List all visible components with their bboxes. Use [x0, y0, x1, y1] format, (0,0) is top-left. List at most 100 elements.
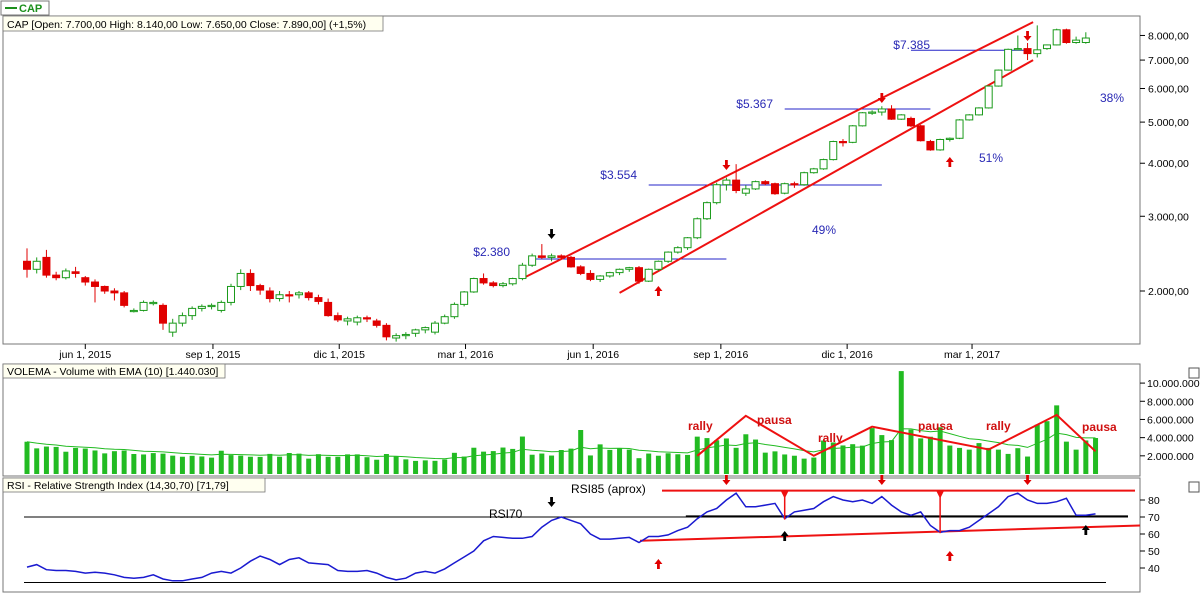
candle-up [664, 251, 673, 262]
candle-down [557, 255, 566, 258]
candle-down [362, 317, 371, 320]
volume-bar [160, 453, 166, 474]
x-tick-label: sep 1, 2016 [693, 349, 748, 361]
rsi-scroll-button[interactable] [1188, 481, 1200, 493]
volume-ema-line [26, 428, 1096, 460]
gain-percent-label: 49% [812, 223, 836, 237]
candle-up [217, 301, 226, 311]
volume-bar [73, 447, 79, 474]
volume-bar [325, 456, 331, 474]
volume-annotation: rally [688, 419, 713, 433]
rsi-y-tick-label: 50 [1148, 546, 1160, 558]
price-y-tick-label: 7.000,00 [1148, 55, 1189, 67]
candle-up [1081, 37, 1090, 44]
candle-up [897, 114, 906, 120]
volume-bar [782, 454, 788, 474]
volume-bar [374, 459, 380, 474]
candle-down [916, 125, 925, 142]
volume-scroll-button[interactable] [1188, 367, 1200, 379]
volume-bar [170, 455, 176, 474]
rsi-header: RSI - Relative Strength Index (14,30,70)… [7, 480, 229, 492]
candle-up [673, 247, 682, 253]
candle-up [751, 181, 760, 190]
volume-header: VOLEMA - Volume with EMA (10) [1.440.030… [7, 366, 218, 378]
volume-bar [908, 429, 914, 474]
volume-bar [685, 454, 691, 474]
candle-up [800, 172, 809, 186]
candle-up [984, 85, 993, 109]
candle-up [1033, 49, 1042, 55]
candle-down [770, 183, 779, 195]
volume-annotation: pausa [1082, 420, 1117, 434]
candle-up [450, 303, 459, 318]
volume-bar [150, 453, 156, 474]
candle-down [566, 256, 575, 268]
candle-down [906, 117, 915, 127]
volume-bar [957, 447, 963, 474]
candle-down [110, 290, 119, 294]
volume-bar [481, 451, 487, 474]
signal-arrow-down-icon [547, 229, 556, 239]
candle-up [149, 301, 158, 305]
legend-item-cap[interactable]: CAP [0, 0, 50, 16]
volume-bar [422, 460, 428, 474]
volume-bar [199, 456, 205, 474]
rsi85-label: RSI85 (aprox) [571, 482, 646, 496]
volume-bar [859, 445, 865, 474]
volume-y-tick-label: 8.000.000 [1147, 396, 1194, 408]
volume-bar [209, 457, 215, 474]
volume-bar [413, 460, 419, 474]
signal-arrow-down-icon [1023, 31, 1032, 41]
candle-up [829, 141, 838, 161]
volume-series: rally pausa rally pausa rally pausa [24, 371, 1117, 474]
candle-up [1004, 48, 1013, 71]
candle-down [838, 141, 847, 144]
signal-arrow-up-icon [654, 286, 663, 296]
candle-up [547, 255, 556, 258]
volume-bar [102, 453, 108, 474]
volume-bar [286, 453, 292, 474]
candle-down [634, 267, 643, 282]
candle-down [732, 179, 741, 192]
support-level-label: $3.554 [600, 168, 637, 182]
volume-bar [189, 455, 195, 474]
volume-header-box [2, 363, 226, 379]
candle-down [265, 290, 274, 300]
price-y-tick-label: 5.000,00 [1148, 117, 1189, 129]
date-x-axis: jun 1, 2015 sep 1, 2015 dic 1, 2015 mar 1, … [58, 344, 1000, 361]
rsi-y-tick-label: 40 [1148, 563, 1160, 575]
candle-up [722, 179, 731, 186]
candle-up [197, 305, 206, 309]
candle-up [605, 272, 614, 277]
rsi-drop-marker-icon [936, 490, 945, 499]
volume-y-tick-label: 4.000.000 [1147, 433, 1194, 445]
candle-down [586, 272, 595, 280]
volume-bar [743, 434, 749, 474]
candle-up [702, 202, 711, 220]
support-level-label: $7.385 [893, 38, 930, 52]
price-y-tick-label: 2.000,00 [1148, 286, 1189, 298]
volume-bar [519, 436, 525, 474]
candle-up [712, 184, 721, 204]
volume-bar [636, 458, 642, 474]
candle-down [1062, 29, 1071, 44]
candle-up [61, 270, 70, 279]
volume-y-tick-label: 10.000.000 [1147, 378, 1200, 390]
x-tick-label: sep 1, 2015 [186, 349, 241, 361]
rsi-panel-frame [2, 477, 1141, 593]
candle-up [528, 255, 537, 266]
rsi-arrow-down-icon [722, 475, 731, 485]
volume-bar [43, 446, 49, 474]
candle-up [945, 137, 954, 140]
rsi-y-axis: 80 70 60 50 40 [1140, 495, 1160, 575]
volume-bar [791, 455, 797, 474]
volume-bar [383, 454, 389, 474]
volume-bar [753, 439, 759, 474]
rsi-arrow-up-icon [1081, 525, 1090, 535]
legend-box [0, 0, 50, 16]
volume-bar [704, 438, 710, 474]
volume-bar [24, 441, 30, 474]
volume-bar [1005, 453, 1011, 474]
volume-bar [723, 438, 729, 474]
